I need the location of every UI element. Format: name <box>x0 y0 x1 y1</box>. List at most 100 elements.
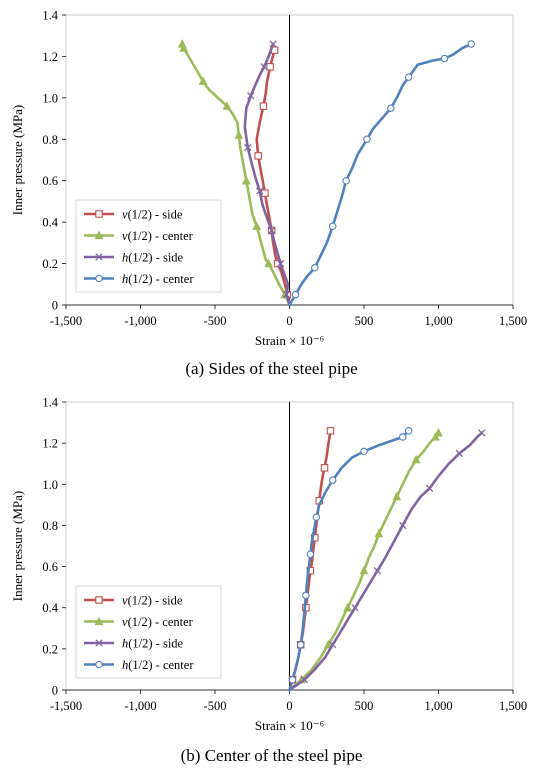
chart-b-x-tick-label: -1,000 <box>124 699 156 713</box>
chart-b-series-1-point-10 <box>359 565 369 575</box>
chart-a-series-3-point-13 <box>363 135 371 144</box>
chart-a-series-0-line <box>255 48 291 307</box>
chart-a-series-3-point-7 <box>328 222 337 231</box>
chart-b-series-1-point-4 <box>323 639 333 649</box>
chart-a-y-tick-label: 1.4 <box>42 9 58 23</box>
chart-b-series-2-point-7 <box>351 604 359 612</box>
chart-a-legend-marker-0-point-0 <box>95 210 103 218</box>
chart-b-legend-marker-1-point-0 <box>94 616 104 626</box>
chart-a-series-2-point-16 <box>247 92 255 100</box>
chart-b-legend-marker-0-point-0 <box>95 596 103 604</box>
chart-a-x-tick-label: -1,500 <box>50 314 82 328</box>
chart-a-series-0-point-19 <box>266 63 274 71</box>
chart-b-series-1-point-7 <box>343 602 352 612</box>
chart-a-x-tick-label: -500 <box>204 314 227 328</box>
chart-b-y-tick-label: 1.2 <box>42 437 58 451</box>
chart-a-series-2-line <box>243 42 291 307</box>
chart-b-x-tick-label: -500 <box>204 699 227 713</box>
chart-b-series-3-point-16 <box>328 476 337 484</box>
chart-b-caption: (b) Center of the steel pipe <box>180 746 363 765</box>
chart-b-x-tick-label: -1,500 <box>50 699 82 713</box>
chart-b-series-2 <box>288 429 486 692</box>
chart-b-y-tick-label: 0.2 <box>42 642 58 656</box>
chart-b-series-2-point-13 <box>399 521 407 530</box>
chart-a-legend-item-0: v(1/2) - side <box>84 208 183 222</box>
chart-b-series-3-point-1 <box>288 675 297 684</box>
chart-b-y-tick-label: 0.6 <box>42 560 58 574</box>
chart-a-y-tick-label: 1.0 <box>42 91 58 105</box>
chart-a-x-axis-title: Strain × 10⁻⁶ <box>255 333 324 348</box>
chart-a-caption: (a) Sides of the steel pipe <box>185 359 358 378</box>
chart-b-series-3-point-13 <box>312 513 321 521</box>
chart-a-legend-marker-3-point-0 <box>95 274 103 283</box>
chart-b-x-tick-label: 0 <box>286 699 292 713</box>
chart-a-series-1-point-10 <box>241 175 251 185</box>
chart-a-series-3-point-4 <box>311 263 319 272</box>
chart-a-series-2-point-19 <box>260 63 268 71</box>
chart-a-series-1-point-13 <box>234 130 244 139</box>
chart-a-legend-item-2: h(1/2) - side <box>84 251 184 265</box>
chart-b-legend-label-3: h(1/2) - center <box>122 658 194 672</box>
chart-b-y-axis-title: Inner pressure (MPa) <box>10 491 25 601</box>
chart-b-series-1-point-16 <box>392 491 402 501</box>
chart-a-legend-marker-1-point-0 <box>94 230 104 240</box>
chart-b-series-3-point-4 <box>296 640 305 649</box>
chart-a-x-tick-label: 0 <box>286 314 292 328</box>
chart-b-series-2-line <box>288 431 484 692</box>
chart-b-legend-item-1: v(1/2) - center <box>84 615 194 629</box>
chart-a-y-tick-label: 0.6 <box>42 174 58 188</box>
chart-b-series-0 <box>288 427 335 692</box>
chart-a-y-tick-label: 0.4 <box>42 216 58 230</box>
chart-a-series-1-point-23 <box>177 39 187 48</box>
chart-b-legend-item-2: h(1/2) - side <box>84 637 184 651</box>
chart-b-series-1-point-19 <box>411 454 421 464</box>
chart-b-y-tick-label: 0.4 <box>42 601 58 615</box>
chart-a-x-tick-label: -1,000 <box>124 314 156 328</box>
chart-a-series-3-point-25 <box>467 40 476 48</box>
chart-a-legend-label-3: h(1/2) - center <box>122 272 194 286</box>
chart-a-y-tick-label: 0.8 <box>42 133 58 147</box>
chart-b-x-tick-label: 1,500 <box>499 699 527 713</box>
chart-b-legend-item-0: v(1/2) - side <box>84 594 183 608</box>
chart-a-series-0-point-16 <box>259 102 268 110</box>
chart-a-series-3-point-1 <box>291 290 300 299</box>
chart-a-series-2-point-7 <box>267 226 276 235</box>
chart-b-series-3-point-7 <box>302 591 310 600</box>
chart-b-legend-marker-3-point-0 <box>95 660 103 669</box>
chart-a-legend-label-1: v(1/2) - center <box>122 229 194 243</box>
chart-b-legend-marker-2-point-0 <box>95 639 103 647</box>
chart-b-series-3-point-23 <box>404 427 413 435</box>
chart-a-series-1-point-19 <box>198 76 208 85</box>
chart-a-series-2-point-21 <box>269 40 277 48</box>
chart-a-series-3-point-16 <box>387 104 395 112</box>
chart-b-y-tick-label: 1.0 <box>42 478 58 492</box>
chart-panel-a: -1,500 -1,000 -500 0 500 1,000 1,500 0 0.2 0.4 0.6… <box>0 0 543 388</box>
chart-b-series-1-point-23 <box>434 427 443 437</box>
chart-a-legend-marker-2-point-0 <box>95 253 103 261</box>
chart-b-series-3-point-19 <box>360 447 368 456</box>
chart-b-x-axis-title: Strain × 10⁻⁶ <box>255 718 324 733</box>
chart-a-series-2-point-4 <box>276 259 285 268</box>
chart-a-legend-label-0: v(1/2) - side <box>122 208 183 222</box>
chart-b-legend-label-2: h(1/2) - side <box>122 637 184 651</box>
chart-b-series-2-point-16 <box>425 484 434 493</box>
chart-b-x-tick-label: 500 <box>355 699 374 713</box>
chart-a-series-3-point-10 <box>342 176 350 185</box>
chart-b-series-0-point-19 <box>320 464 329 472</box>
chart-a-x-tick-label: 1,000 <box>424 314 452 328</box>
chart-a-x-tick-label: 1,500 <box>499 314 527 328</box>
chart-b-plot: -1,500 -1,000 -500 0 500 1,000 1,500 0 0.2 0.4 0.6… <box>10 396 527 734</box>
chart-a-series-2-point-10 <box>256 187 264 195</box>
chart-a-series-1-point-22 <box>179 43 189 52</box>
chart-a-series-1 <box>177 39 291 307</box>
chart-b-series-2-point-19 <box>455 449 464 458</box>
chart-a-series-1-point-7 <box>252 221 262 230</box>
chart-b-legend-label-1: v(1/2) - center <box>122 615 194 629</box>
chart-a-legend-label-2: h(1/2) - side <box>122 251 184 265</box>
chart-a-x-tick-label: 500 <box>355 314 374 328</box>
chart-a-series-0-point-13 <box>254 152 262 160</box>
chart-a-y-tick-label: 1.2 <box>42 50 58 64</box>
chart-b-series-2-point-10 <box>373 567 382 575</box>
chart-b-y-tick-label: 0.8 <box>42 519 58 533</box>
chart-a-y-axis-title: Inner pressure (MPa) <box>10 105 25 215</box>
